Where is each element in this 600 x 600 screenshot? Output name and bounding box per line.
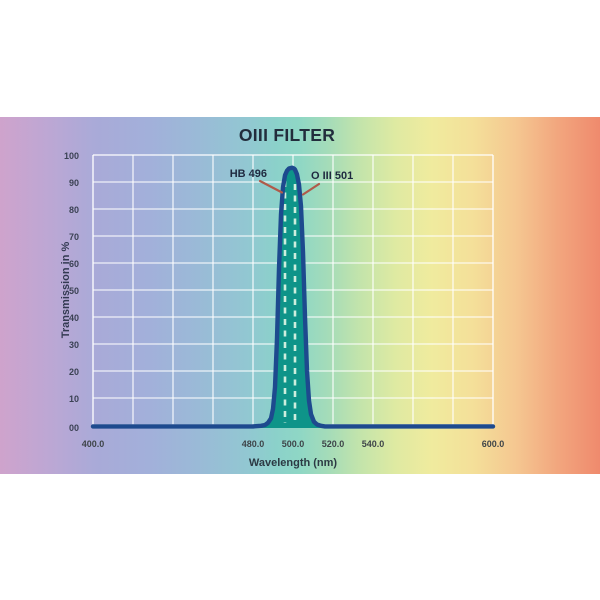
y-tick-label: 20 <box>68 367 79 377</box>
annotation-label: O III 501 <box>311 170 354 182</box>
annotation-leader-lines <box>258 179 321 196</box>
y-tick-label: 10 <box>68 394 79 404</box>
transmission-curve-line <box>90 165 496 429</box>
x-tick-label: 520.0 <box>321 439 345 449</box>
annotation-label: HB 496 <box>229 168 267 180</box>
transmission-curve <box>90 165 496 429</box>
annotation-leader-line <box>301 182 321 196</box>
filter-passband-fill <box>93 167 493 428</box>
y-tick-label: 50 <box>68 286 79 296</box>
annotation-leader-line <box>258 179 284 194</box>
y-tick-label: 80 <box>68 205 79 215</box>
x-tick-label: 600.0 <box>481 439 505 449</box>
y-tick-label: 40 <box>68 313 79 323</box>
x-tick-label: 540.0 <box>361 439 385 449</box>
y-tick-label: 100 <box>63 151 79 161</box>
x-tick-label: 400.0 <box>81 439 105 449</box>
x-tick-label: 500.0 <box>281 439 305 449</box>
y-tick-label: 30 <box>68 340 79 350</box>
transmission-curve-fill <box>93 167 493 428</box>
emission-line-markers <box>283 181 297 423</box>
chart-title: OIII FILTER <box>238 125 336 145</box>
x-tick-label: 480.0 <box>241 439 265 449</box>
y-tick-label: 00 <box>68 423 79 433</box>
y-tick-label: 90 <box>68 178 79 188</box>
y-tick-label: 60 <box>68 259 79 269</box>
y-tick-label: 70 <box>68 232 79 242</box>
x-axis-label: Wavelength (nm) <box>248 457 338 469</box>
grid-lines <box>92 154 494 426</box>
